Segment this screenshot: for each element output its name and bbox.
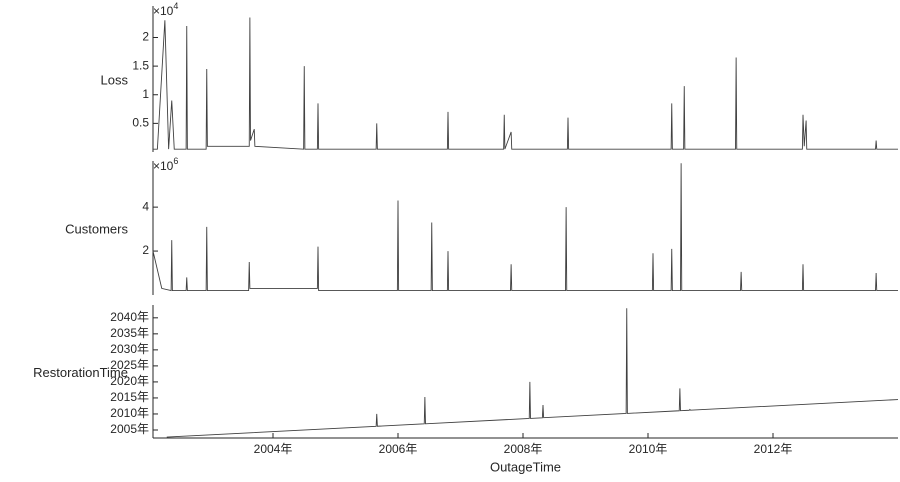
- y-tick-label: 2010年: [110, 406, 149, 420]
- data-line: [166, 308, 899, 438]
- axis-exponent: ×104: [153, 1, 178, 18]
- y-label: RestorationTime: [33, 365, 128, 380]
- data-line: [153, 17, 898, 150]
- y-tick-label: 2: [142, 30, 149, 44]
- y-tick-label: 2025年: [110, 358, 149, 372]
- exponent-power: 4: [173, 1, 178, 11]
- axis-exponent: ×106: [153, 156, 178, 173]
- x-label: OutageTime: [490, 459, 561, 474]
- y-tick-label: 1.5: [132, 58, 149, 72]
- exponent-power: 6: [173, 156, 178, 166]
- y-tick-label: 2035年: [110, 326, 149, 340]
- x-tick-label: 2004年: [254, 442, 293, 456]
- exponent-base: ×10: [153, 159, 174, 173]
- x-tick-label: 2012年: [754, 442, 793, 456]
- y-tick-label: 2020年: [110, 374, 149, 388]
- y-tick-label: 1: [142, 87, 149, 101]
- exponent-base: ×10: [153, 4, 174, 18]
- x-tick-label: 2010年: [629, 442, 668, 456]
- x-tick-label: 2008年: [504, 442, 543, 456]
- y-tick-label: 2015年: [110, 390, 149, 404]
- y-tick-label: 0.5: [132, 116, 149, 130]
- y-label: Customers: [65, 221, 128, 236]
- y-tick-label: 2005年: [110, 422, 149, 436]
- y-tick-label: 2040年: [110, 310, 149, 324]
- y-tick-label: 2030年: [110, 342, 149, 356]
- x-tick-label: 2006年: [379, 442, 418, 456]
- data-line: [152, 163, 898, 292]
- y-tick-label: 2: [142, 243, 149, 257]
- y-tick-label: 4: [142, 199, 149, 213]
- y-label: Loss: [101, 72, 129, 87]
